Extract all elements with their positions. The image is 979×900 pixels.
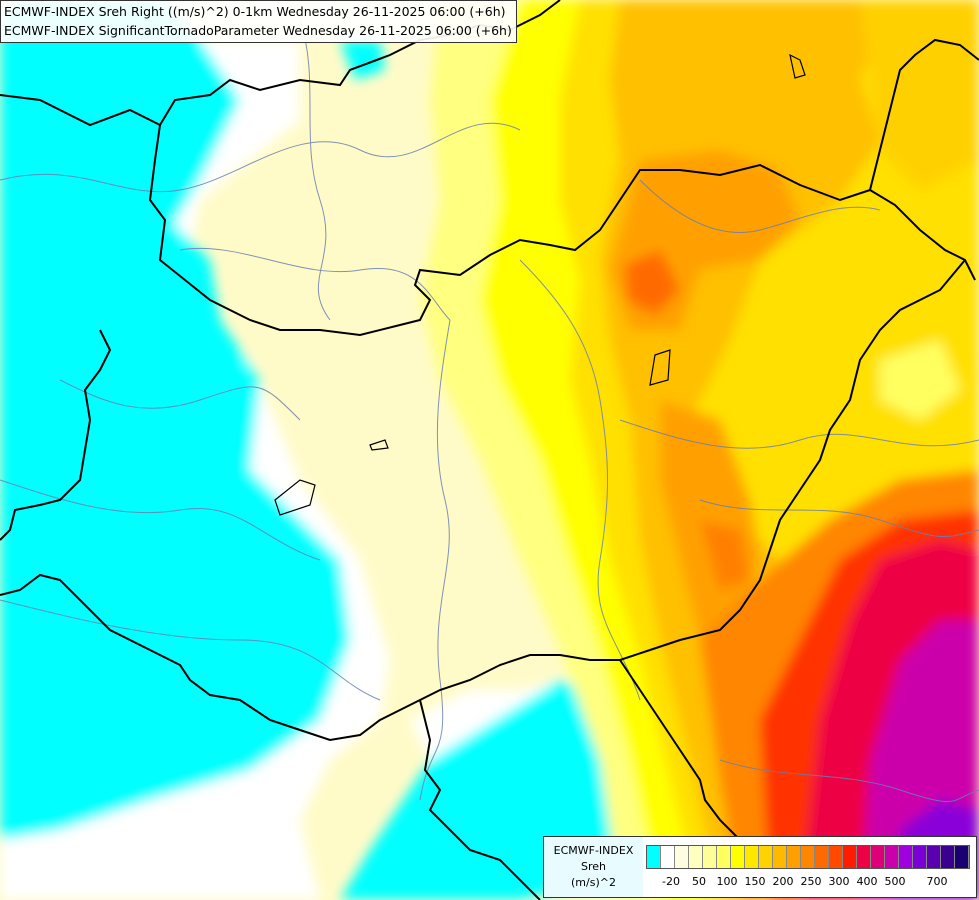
legend-swatch [787,846,801,868]
map-title-stp: ECMWF-INDEX SignificantTornadoParameter … [4,23,512,38]
legend-colorbar [646,845,970,869]
legend-swatch [857,846,871,868]
field-orange-north-core [625,250,680,315]
legend-swatch [731,846,745,868]
rivers [0,19,979,802]
legend-tick-label: 50 [692,875,706,888]
lakes [274,53,806,516]
legend-tick-label: 200 [772,875,794,888]
legend-swatch [829,846,843,868]
legend-ticks: -20 50 100 150 200 250 300 400 500 700 [646,875,976,891]
field-cyan-northwest [0,0,240,230]
legend-swatch [955,846,969,868]
legend-swatch [843,846,857,868]
legend-tick-label: 250 [800,875,822,888]
legend-swatch [871,846,885,868]
legend-swatch [927,846,941,868]
legend-swatch [941,846,955,868]
legend-tick-label: 400 [856,875,878,888]
legend-swatch [801,846,815,868]
field-orange-band-core [700,520,750,590]
field-yellow-east-island [880,340,960,420]
legend-tick-label: 100 [716,875,738,888]
legend-swatch [661,846,675,868]
legend-tick-label: -20 [662,875,680,888]
legend-swatch [745,846,759,868]
legend-swatch [899,846,913,868]
field-white-south-edge [410,680,560,760]
map-title-box: ECMWF-INDEX Sreh Right ((m/s)^2) 0-1km W… [0,0,517,43]
legend-swatch [647,846,661,868]
legend-swatch [913,846,927,868]
legend-tick-label: 300 [828,875,850,888]
legend-variable: Sreh [580,860,606,873]
legend-swatch [773,846,787,868]
map-title-sreh: ECMWF-INDEX Sreh Right ((m/s)^2) 0-1km W… [4,4,506,19]
legend-swatch [675,846,689,868]
field-cyan-west [0,90,350,840]
legend-tick-label: 150 [744,875,766,888]
legend-tick-label: 500 [884,875,906,888]
legend-label-box: ECMWF-INDEX Sreh (m/s)^2 [544,837,643,897]
legend-swatch [689,846,703,868]
legend-tick-label: 700 [926,875,948,888]
field-orange-northeast [860,0,979,190]
legend-source: ECMWF-INDEX [553,844,634,857]
legend-unit: (m/s)^2 [571,876,616,889]
legend-swatch [703,846,717,868]
legend-swatch [759,846,773,868]
legend-swatch [885,846,899,868]
color-legend: ECMWF-INDEX Sreh (m/s)^2 -20 50 100 150 200 2… [543,836,977,898]
legend-swatch [717,846,731,868]
legend-swatch [815,846,829,868]
